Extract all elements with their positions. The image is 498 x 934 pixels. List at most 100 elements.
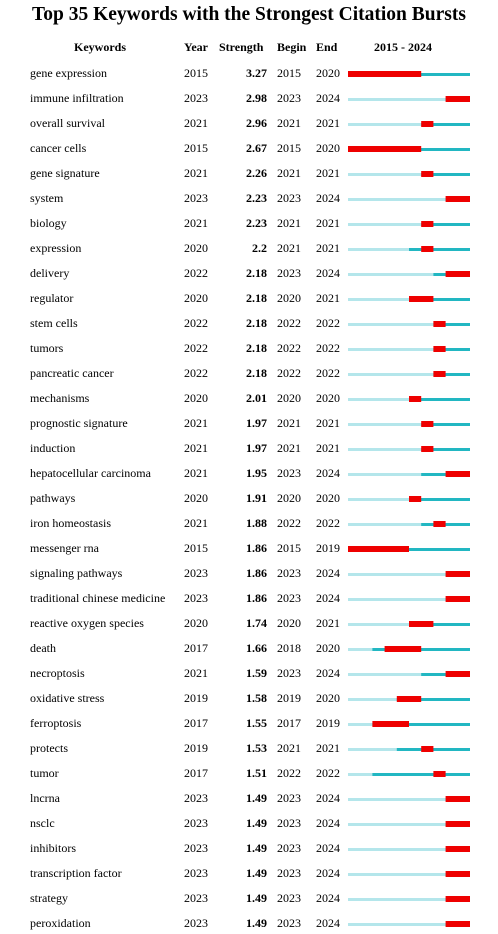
end-value: 2021 xyxy=(316,241,340,255)
strength-value: 2.18 xyxy=(246,366,267,380)
keyword-label: nsclc xyxy=(30,816,55,830)
strength-value: 2.23 xyxy=(246,216,267,230)
burst-bar xyxy=(348,546,409,552)
year-value: 2023 xyxy=(184,866,208,880)
end-value: 2024 xyxy=(316,916,340,930)
burst-bar xyxy=(421,246,434,252)
strength-value: 2.26 xyxy=(246,166,267,180)
begin-value: 2020 xyxy=(277,391,301,405)
strength-value: 1.58 xyxy=(246,691,267,705)
keyword-label: mechanisms xyxy=(30,391,90,405)
strength-value: 1.74 xyxy=(246,616,267,630)
keyword-label: strategy xyxy=(30,891,68,905)
begin-value: 2019 xyxy=(277,691,301,705)
keyword-label: peroxidation xyxy=(30,916,91,930)
burst-bar xyxy=(433,321,446,327)
end-value: 2021 xyxy=(316,616,340,630)
burst-bar xyxy=(372,721,409,727)
keyword-label: expression xyxy=(30,241,82,255)
burst-bar xyxy=(445,96,470,102)
end-value: 2022 xyxy=(316,341,340,355)
begin-value: 2023 xyxy=(277,266,301,280)
burst-bar xyxy=(409,296,434,302)
strength-value: 1.55 xyxy=(246,716,267,730)
begin-value: 2023 xyxy=(277,866,301,880)
begin-value: 2022 xyxy=(277,341,301,355)
header-end: End xyxy=(316,40,338,54)
end-value: 2022 xyxy=(316,366,340,380)
end-value: 2024 xyxy=(316,566,340,580)
strength-value: 1.49 xyxy=(246,891,267,905)
strength-value: 2.23 xyxy=(246,191,267,205)
strength-value: 1.49 xyxy=(246,816,267,830)
timeline-track xyxy=(348,448,470,451)
timeline-track xyxy=(348,873,470,876)
year-value: 2021 xyxy=(184,166,208,180)
keyword-label: biology xyxy=(30,216,67,230)
begin-value: 2023 xyxy=(277,891,301,905)
end-value: 2020 xyxy=(316,491,340,505)
header-begin: Begin xyxy=(277,40,307,54)
end-value: 2020 xyxy=(316,691,340,705)
year-value: 2015 xyxy=(184,141,208,155)
keyword-label: signaling pathways xyxy=(30,566,123,580)
keyword-label: cancer cells xyxy=(30,141,87,155)
year-value: 2022 xyxy=(184,316,208,330)
year-value: 2017 xyxy=(184,716,208,730)
burst-bar xyxy=(445,571,470,577)
end-value: 2024 xyxy=(316,191,340,205)
timeline-active xyxy=(396,698,470,701)
timeline-track xyxy=(348,923,470,926)
year-value: 2022 xyxy=(184,266,208,280)
chart-title: Top 35 Keywords with the Strongest Citat… xyxy=(32,4,466,25)
burst-bar xyxy=(445,921,470,927)
keyword-label: prognostic signature xyxy=(30,416,128,430)
burst-bar xyxy=(433,346,446,352)
begin-value: 2022 xyxy=(277,766,301,780)
keyword-label: gene expression xyxy=(30,66,107,80)
keyword-label: inhibitors xyxy=(30,841,77,855)
year-value: 2021 xyxy=(184,441,208,455)
year-value: 2023 xyxy=(184,841,208,855)
timeline-active xyxy=(372,723,470,726)
burst-bar xyxy=(396,696,422,702)
timeline-active xyxy=(409,248,470,251)
strength-value: 1.97 xyxy=(246,416,267,430)
burst-bar xyxy=(421,171,434,177)
burst-bar xyxy=(445,846,470,852)
strength-value: 1.91 xyxy=(246,491,267,505)
begin-value: 2021 xyxy=(277,416,301,430)
keyword-label: oxidative stress xyxy=(30,691,105,705)
timeline-active xyxy=(421,123,470,126)
end-value: 2024 xyxy=(316,791,340,805)
strength-value: 1.95 xyxy=(246,466,267,480)
year-value: 2023 xyxy=(184,591,208,605)
begin-value: 2021 xyxy=(277,241,301,255)
burst-bar xyxy=(445,271,470,277)
begin-value: 2018 xyxy=(277,641,301,655)
timeline-track xyxy=(348,598,470,601)
begin-value: 2015 xyxy=(277,66,301,80)
begin-value: 2022 xyxy=(277,316,301,330)
timeline-active xyxy=(409,623,470,626)
burst-bar xyxy=(409,496,422,502)
keyword-label: reactive oxygen species xyxy=(30,616,144,630)
begin-value: 2020 xyxy=(277,491,301,505)
year-value: 2023 xyxy=(184,191,208,205)
begin-value: 2020 xyxy=(277,291,301,305)
begin-value: 2023 xyxy=(277,791,301,805)
end-value: 2020 xyxy=(316,641,340,655)
strength-value: 1.49 xyxy=(246,841,267,855)
burst-bar xyxy=(445,471,470,477)
strength-value: 2.18 xyxy=(246,291,267,305)
begin-value: 2015 xyxy=(277,541,301,555)
burst-bar xyxy=(421,446,434,452)
year-value: 2015 xyxy=(184,66,208,80)
burst-bar xyxy=(348,146,422,152)
year-value: 2017 xyxy=(184,766,208,780)
begin-value: 2021 xyxy=(277,216,301,230)
strength-value: 1.49 xyxy=(246,866,267,880)
timeline-track xyxy=(348,223,470,226)
keyword-label: ferroptosis xyxy=(30,716,82,730)
